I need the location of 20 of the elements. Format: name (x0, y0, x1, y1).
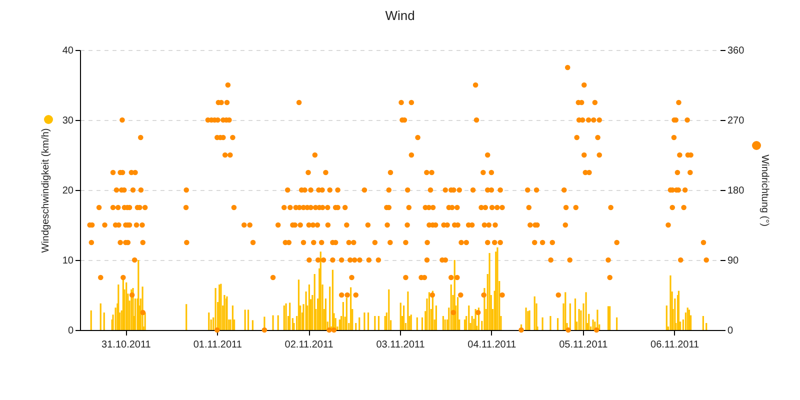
y2-tick-label: 0 (728, 326, 734, 336)
y-tick-label: 10 (62, 256, 74, 266)
y-tick-label: 0 (68, 326, 74, 336)
y2-tick-label: 180 (728, 186, 745, 196)
x-tick-label: 06.11.2011 (650, 340, 700, 350)
x-tick-label: 04.11.2011 (468, 340, 517, 350)
y-axis-title: Windgeschwindigkeit (km/h) (40, 128, 52, 253)
chart-title: Wind (385, 8, 415, 23)
y2-tick-label: 90 (728, 256, 740, 266)
y-tick-label: 20 (62, 186, 74, 196)
y2-tick-label: 270 (728, 116, 745, 126)
x-tick-label: 01.11.2011 (193, 340, 242, 350)
x-tick-label: 31.10.2011 (102, 340, 152, 350)
x-tick-label: 05.11.2011 (559, 340, 608, 350)
y-tick-label: 30 (62, 116, 74, 126)
x-tick-label: 03.11.2011 (376, 340, 426, 350)
y-tick-label: 40 (62, 46, 74, 56)
x-tick-label: 02.11.2011 (284, 340, 334, 350)
y2-axis-title: Windrichtung (°) (759, 154, 770, 226)
y2-tick-label: 360 (728, 46, 745, 56)
